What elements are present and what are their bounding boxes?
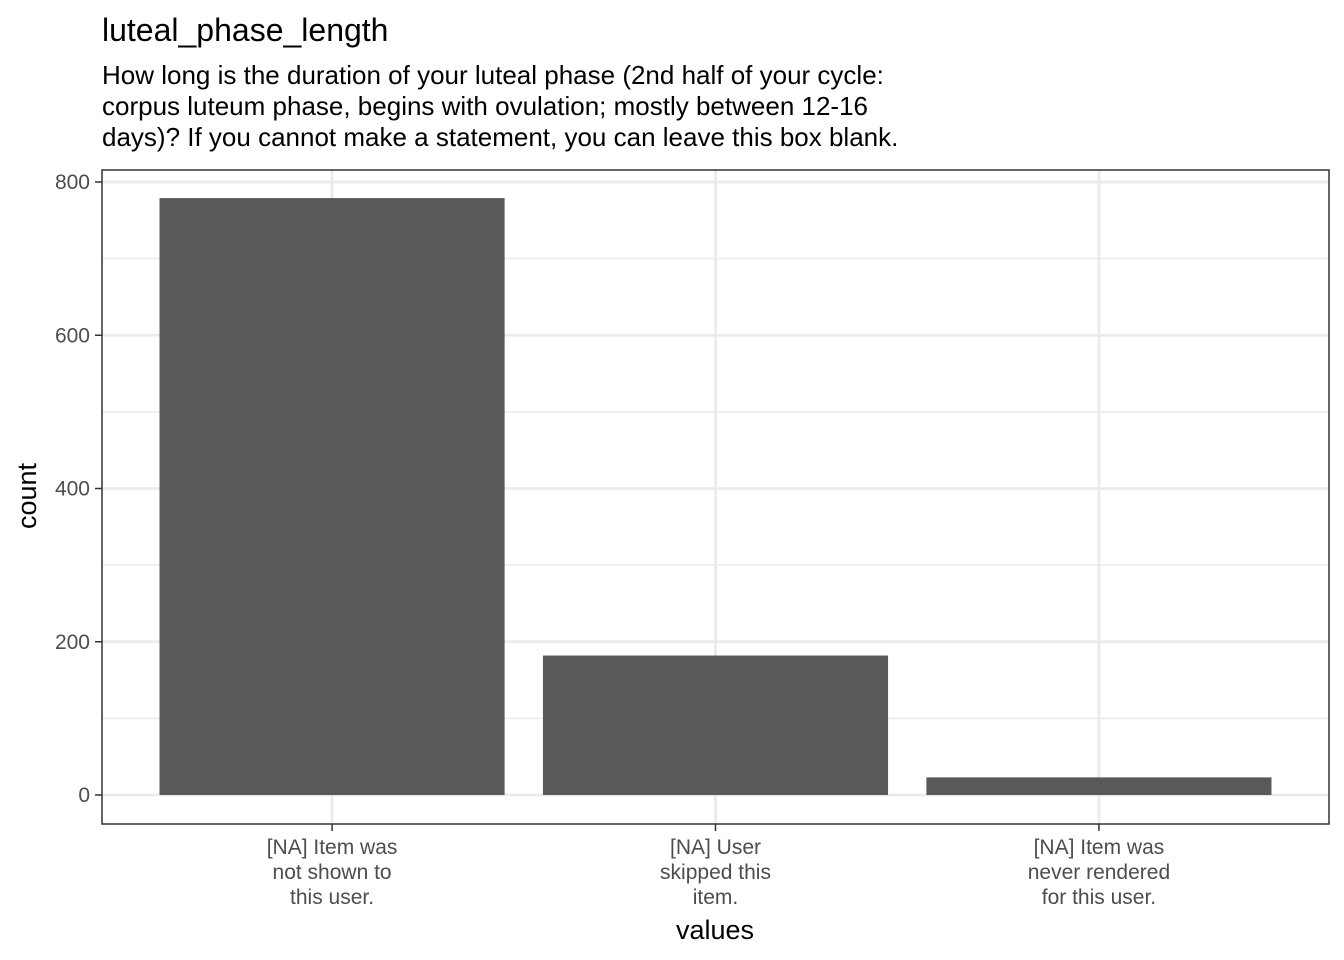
bars <box>159 198 1272 795</box>
x-tick-label-line: item. <box>693 886 739 909</box>
x-tick-label: [NA] Item was not shown to this user. <box>267 836 398 909</box>
x-tick-label-line: for this user. <box>1042 886 1156 909</box>
bar <box>542 655 889 795</box>
x-tick-label: [NA] Item was never rendered for this user… <box>1028 836 1170 909</box>
chart-subtitle-line-2: corpus luteum phase, begins with ovulati… <box>102 91 868 121</box>
chart-subtitle-line-3: days)? If you cannot make a statement, y… <box>102 122 898 152</box>
x-tick-label-line: skipped this <box>660 861 771 884</box>
y-axis: 0 200 400 600 800 <box>55 171 102 807</box>
x-tick-label-line: not shown to <box>273 861 392 884</box>
x-tick-label: [NA] User skipped this item. <box>660 836 771 909</box>
y-tick-label: 600 <box>55 324 90 347</box>
y-tick-label: 200 <box>55 631 90 654</box>
x-tick-label-line: [NA] User <box>670 836 761 859</box>
y-axis-title: count <box>12 462 42 529</box>
y-tick-label: 0 <box>78 784 90 807</box>
bar <box>926 777 1272 795</box>
chart-subtitle-line-1: How long is the duration of your luteal … <box>102 60 884 90</box>
y-tick-label: 800 <box>55 171 90 194</box>
x-tick-label-line: [NA] Item was <box>267 836 398 859</box>
x-axis-title: values <box>676 915 754 945</box>
chart-title: luteal_phase_length <box>102 12 388 48</box>
x-axis: [NA] Item was not shown to this user.[NA] … <box>267 824 1170 909</box>
x-tick-label-line: [NA] Item was <box>1034 836 1165 859</box>
y-tick-label: 400 <box>55 478 90 501</box>
bar <box>159 198 505 795</box>
x-tick-label-line: this user. <box>290 886 374 909</box>
x-tick-label-line: never rendered <box>1028 861 1170 884</box>
